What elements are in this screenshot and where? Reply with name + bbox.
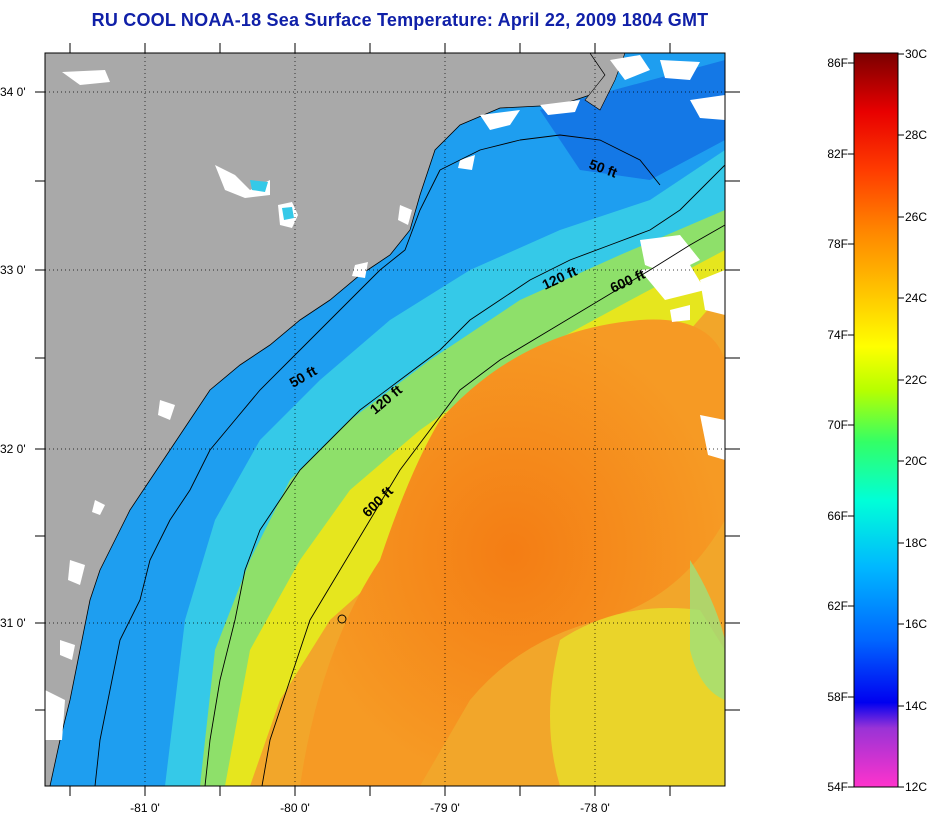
colorbar-f-label: 70F — [827, 418, 848, 432]
colorbar-c-label: 30C — [905, 47, 927, 61]
map-title: RU COOL NOAA-18 Sea Surface Temperature:… — [91, 10, 709, 30]
barrier-island — [584, 53, 626, 111]
lat-tick-label: 34 0' — [0, 85, 26, 99]
colorbar-f-label: 58F — [827, 690, 848, 704]
colorbar-c-label: 20C — [905, 454, 927, 468]
lat-tick-label: 33 0' — [0, 263, 26, 277]
map-grid — [45, 53, 725, 786]
colorbar-f-label: 86F — [827, 56, 848, 70]
inland-lake — [250, 180, 268, 192]
lon-tick-label: -80 0' — [280, 801, 310, 815]
map-axis-ticks — [35, 43, 740, 796]
coastline-land — [45, 53, 606, 786]
colorbar-c-label: 24C — [905, 291, 927, 305]
colorbar-c-label: 22C — [905, 373, 927, 387]
colorbar-f-label: 62F — [827, 599, 848, 613]
cold-water-patch — [540, 60, 725, 180]
colorbar-f-label: 82F — [827, 147, 848, 161]
lon-tick-label: -78 0' — [580, 801, 610, 815]
colorbar-c-label: 18C — [905, 536, 927, 550]
colorbar: 86F 82F 78F 74F 70F 66F 62F 58F 54F 30C … — [827, 47, 927, 794]
map-border — [44, 52, 726, 787]
contour-50ft-north — [519, 134, 661, 186]
contour-120ft — [204, 164, 725, 786]
east-green-eddy — [690, 560, 725, 700]
contour-50ft-north-b — [439, 139, 521, 171]
bathymetry-contours — [94, 134, 725, 786]
lon-tick-label: -81 0' — [130, 801, 160, 815]
colorbar-f-label: 66F — [827, 509, 848, 523]
lat-tick-label: 32 0' — [0, 442, 26, 456]
colorbar-c-label: 26C — [905, 210, 927, 224]
colorbar-c-label: 14C — [905, 699, 927, 713]
map-panel — [45, 53, 725, 786]
colorbar-c-label: 12C — [905, 780, 927, 794]
colorbar-f-label: 54F — [827, 780, 848, 794]
colorbar-c-label: 28C — [905, 128, 927, 142]
lat-tick-label: 31 0' — [0, 616, 26, 630]
colorbar-f-label: 78F — [827, 237, 848, 251]
colorbar-f-label: 74F — [827, 328, 848, 342]
contour-600ft — [261, 224, 725, 786]
cloud-patches — [45, 55, 725, 740]
lon-tick-label: -79 0' — [430, 801, 460, 815]
colorbar-ticks — [848, 53, 904, 788]
gulf-stream-core — [300, 319, 725, 786]
gulf-stream-yellow-eddy — [550, 608, 725, 786]
contour-50ft-coastal — [94, 169, 441, 786]
inland-lake-2 — [282, 207, 294, 220]
colorbar-c-label: 16C — [905, 617, 927, 631]
inland-cloud-speck — [62, 70, 110, 85]
colorbar-gradient — [853, 52, 899, 788]
